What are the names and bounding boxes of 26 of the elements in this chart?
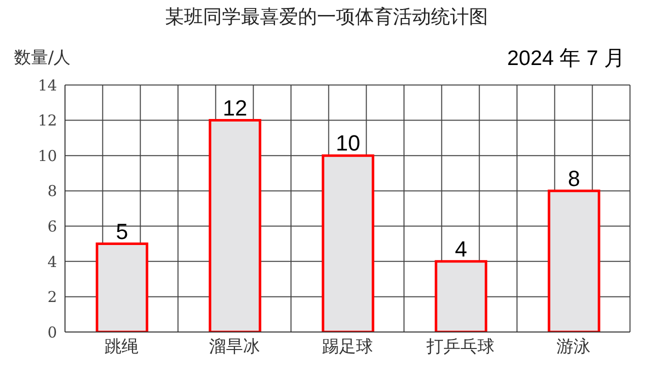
data-label: 5 xyxy=(116,218,128,244)
x-tick-label: 踢足球 xyxy=(322,337,373,358)
y-tick-label: 2 xyxy=(47,288,57,306)
y-tick-label: 14 xyxy=(38,76,57,94)
text: 2024 年 7 月 xyxy=(507,46,625,72)
x-tick-label: 溜旱冰 xyxy=(209,337,260,358)
x-tick-label: 跳绳 xyxy=(104,337,138,358)
y-tick-label: 4 xyxy=(47,252,57,271)
chart-title: 某班同学最喜爱的一项体育活动统计图 xyxy=(164,5,489,30)
bar xyxy=(548,190,600,332)
y-tick-label: 10 xyxy=(38,146,57,165)
bar xyxy=(96,242,148,332)
data-label: 8 xyxy=(568,166,580,191)
y-axis-title: 数量/人 xyxy=(14,47,71,69)
y-tick-label: 0 xyxy=(47,323,57,342)
bar xyxy=(434,260,488,332)
y-tick-label: 6 xyxy=(47,217,57,236)
x-tick-label: 打乒乓球 xyxy=(426,337,494,358)
bar xyxy=(322,154,374,332)
bar xyxy=(208,119,262,332)
y-tick-label: 12 xyxy=(38,112,57,130)
y-tick-label: 8 xyxy=(47,182,57,200)
data-label: 12 xyxy=(222,95,248,120)
data-label: 4 xyxy=(454,236,468,262)
x-tick-label: 游泳 xyxy=(556,337,590,358)
data-label: 10 xyxy=(336,130,360,156)
